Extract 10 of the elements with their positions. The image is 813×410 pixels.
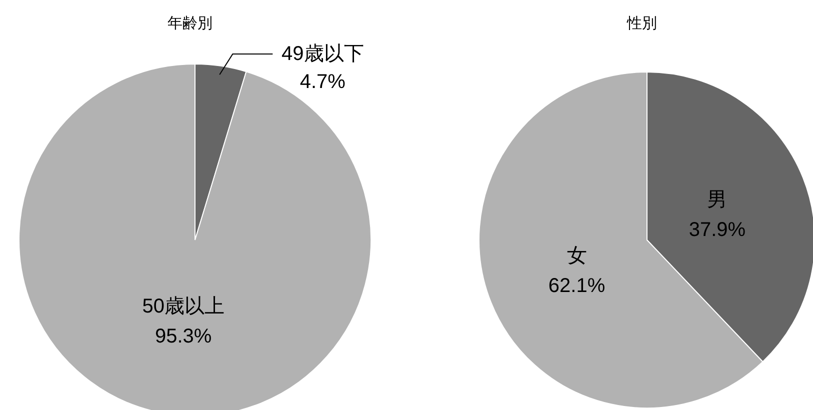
slice-label: 49歳以下 — [282, 43, 364, 66]
data-label: 95.3% — [154, 325, 212, 348]
data-label: 4.7% — [300, 71, 346, 94]
data-label: 37.9% — [688, 218, 746, 241]
slice-label: 男 — [707, 188, 728, 211]
data-label: 62.1% — [548, 275, 606, 298]
chart-title: 性別 — [626, 14, 658, 33]
chart-title: 年齢別 — [166, 14, 214, 33]
slice-label: 50歳以上 — [142, 295, 224, 318]
slice-label: 女 — [566, 245, 587, 268]
